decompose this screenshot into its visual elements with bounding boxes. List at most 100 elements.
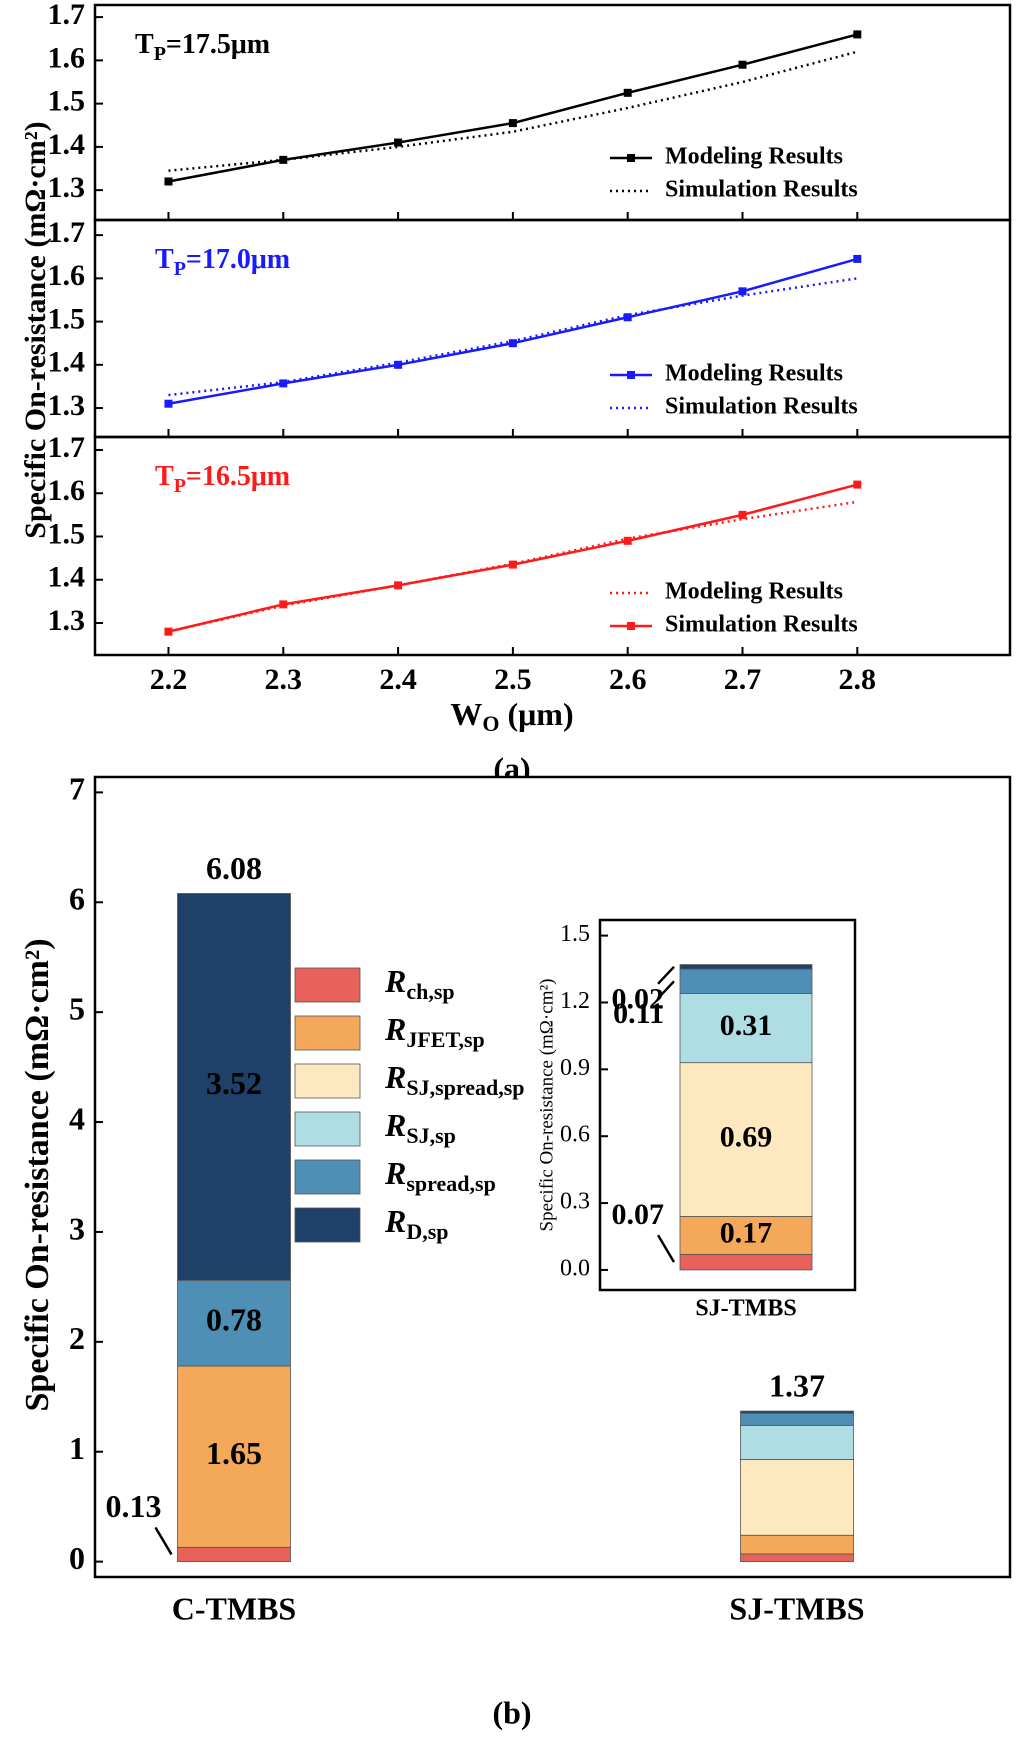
bar-segment <box>177 1546 291 1563</box>
panel-caption: (b) <box>492 1694 531 1730</box>
bar-segment <box>679 1216 813 1255</box>
legend-marker <box>627 371 635 379</box>
legend-label: RSJ,spread,sp <box>384 1059 525 1100</box>
x-tick-label: 2.8 <box>839 663 877 696</box>
legend-label: RJFET,sp <box>384 1011 485 1052</box>
y-tick-label: 1.7 <box>48 216 86 249</box>
y-tick-label: 1.3 <box>48 389 86 422</box>
legend-label: Modeling Results <box>665 144 843 170</box>
point-marker <box>738 510 747 519</box>
panel-annotation-main: T <box>155 461 174 492</box>
legend-label-sub: D,sp <box>406 1219 448 1244</box>
bar-segment <box>740 1459 854 1536</box>
panel-annotation: TP=17.0μm <box>155 244 290 279</box>
x-axis-label-sub: O <box>482 711 499 736</box>
y-tick-label: 6 <box>69 881 85 917</box>
y-tick-label: 1.7 <box>48 0 86 31</box>
point-marker <box>738 287 747 296</box>
bar-segment <box>740 1424 854 1460</box>
legend-label-main: R <box>384 1203 406 1239</box>
y-tick-label: 1.6 <box>48 259 86 292</box>
point-marker <box>853 254 862 263</box>
legend-swatch <box>294 1015 361 1051</box>
leader-line <box>657 980 675 1000</box>
point-marker <box>164 399 173 408</box>
bar-segment <box>679 968 813 994</box>
y-tick-label: 1.5 <box>48 85 86 118</box>
x-tick-label: 2.5 <box>494 663 532 696</box>
legend-label-sub: JFET,sp <box>406 1027 484 1052</box>
y-tick-label: 1.2 <box>560 988 590 1014</box>
point-marker <box>623 536 632 545</box>
y-tick-label: 1.4 <box>48 128 86 161</box>
value-label: 0.31 <box>720 1009 773 1042</box>
legend-label: Modeling Results <box>665 361 843 387</box>
bar-segment <box>679 1253 813 1271</box>
y-tick-label: 1.3 <box>48 604 86 637</box>
x-tick-label: C-TMBS <box>172 1590 296 1626</box>
value-label: 0.17 <box>720 1216 773 1249</box>
y-tick-label: 1.6 <box>48 41 86 74</box>
y-tick-label: 1.7 <box>48 431 86 464</box>
point-marker <box>279 600 288 609</box>
y-tick-label: 0.6 <box>560 1122 590 1148</box>
y-axis-label: Specific On-resistance (mΩ·cm²) <box>19 121 52 538</box>
leader-line <box>657 965 675 985</box>
panel-annotation-main: T <box>135 29 154 60</box>
series-line <box>168 277 858 397</box>
value-label: 0.07 <box>612 1198 665 1231</box>
panel-annotation-rest: =17.5μm <box>166 29 270 60</box>
legend-label: Rch,sp <box>384 963 455 1004</box>
legend-marker <box>627 622 635 630</box>
point-marker <box>508 339 517 348</box>
series-line <box>168 483 858 633</box>
bar-segment <box>679 1062 813 1217</box>
leader-line <box>656 1234 676 1263</box>
x-tick-label: 2.2 <box>150 663 188 696</box>
bar-segment <box>740 1553 854 1563</box>
legend-label: Simulation Results <box>665 612 858 638</box>
bar-segment <box>177 1365 291 1548</box>
legend-label-main: R <box>384 1155 406 1191</box>
total-label: 1.37 <box>769 1367 825 1403</box>
y-axis-label: Specific On-resistance (mΩ·cm²) <box>536 979 557 1232</box>
y-tick-label: 1.5 <box>48 302 86 335</box>
plot-frame <box>93 435 1012 657</box>
panel-annotation-main: T <box>155 244 174 275</box>
panel-annotation: TP=16.5μm <box>155 461 290 496</box>
panel-annotation-sub: P <box>174 475 186 497</box>
x-tick-label: SJ-TMBS <box>729 1590 864 1626</box>
point-marker <box>508 119 517 128</box>
panel-annotation-rest: =16.5μm <box>186 461 290 492</box>
legend-label-sub: SJ,sp <box>406 1123 456 1148</box>
legend-label-main: R <box>384 1059 406 1095</box>
value-label: 0.69 <box>720 1120 773 1153</box>
bar-segment <box>679 964 813 970</box>
legend-swatch <box>294 967 361 1003</box>
point-marker <box>279 379 288 388</box>
legend-label: RD,sp <box>384 1203 449 1244</box>
x-tick-label: SJ-TMBS <box>695 1296 796 1322</box>
point-marker <box>394 360 403 369</box>
legend-label-main: R <box>384 1011 406 1047</box>
bar-segment <box>740 1412 854 1426</box>
y-tick-label: 5 <box>69 991 85 1027</box>
y-tick-label: 1.5 <box>48 517 86 550</box>
total-label: 6.08 <box>206 850 262 886</box>
legend-swatch <box>294 1207 361 1243</box>
point-marker <box>164 177 173 186</box>
y-tick-label: 4 <box>69 1100 85 1136</box>
point-marker <box>623 313 632 322</box>
panel-annotation-rest: =17.0μm <box>186 244 290 275</box>
x-tick-label: 2.6 <box>609 663 647 696</box>
legend-label-main: R <box>384 963 406 999</box>
y-tick-label: 1.5 <box>560 921 590 947</box>
x-tick-label: 2.4 <box>379 663 417 696</box>
legend-label: Simulation Results <box>665 394 858 420</box>
y-tick-label: 1.4 <box>48 346 86 379</box>
point-marker <box>623 88 632 97</box>
point-marker <box>394 138 403 147</box>
y-tick-label: 0 <box>69 1540 85 1576</box>
y-axis-label: Specific On-resistance (mΩ·cm²) <box>19 938 56 1411</box>
x-axis-label: WO (μm) <box>450 696 573 736</box>
